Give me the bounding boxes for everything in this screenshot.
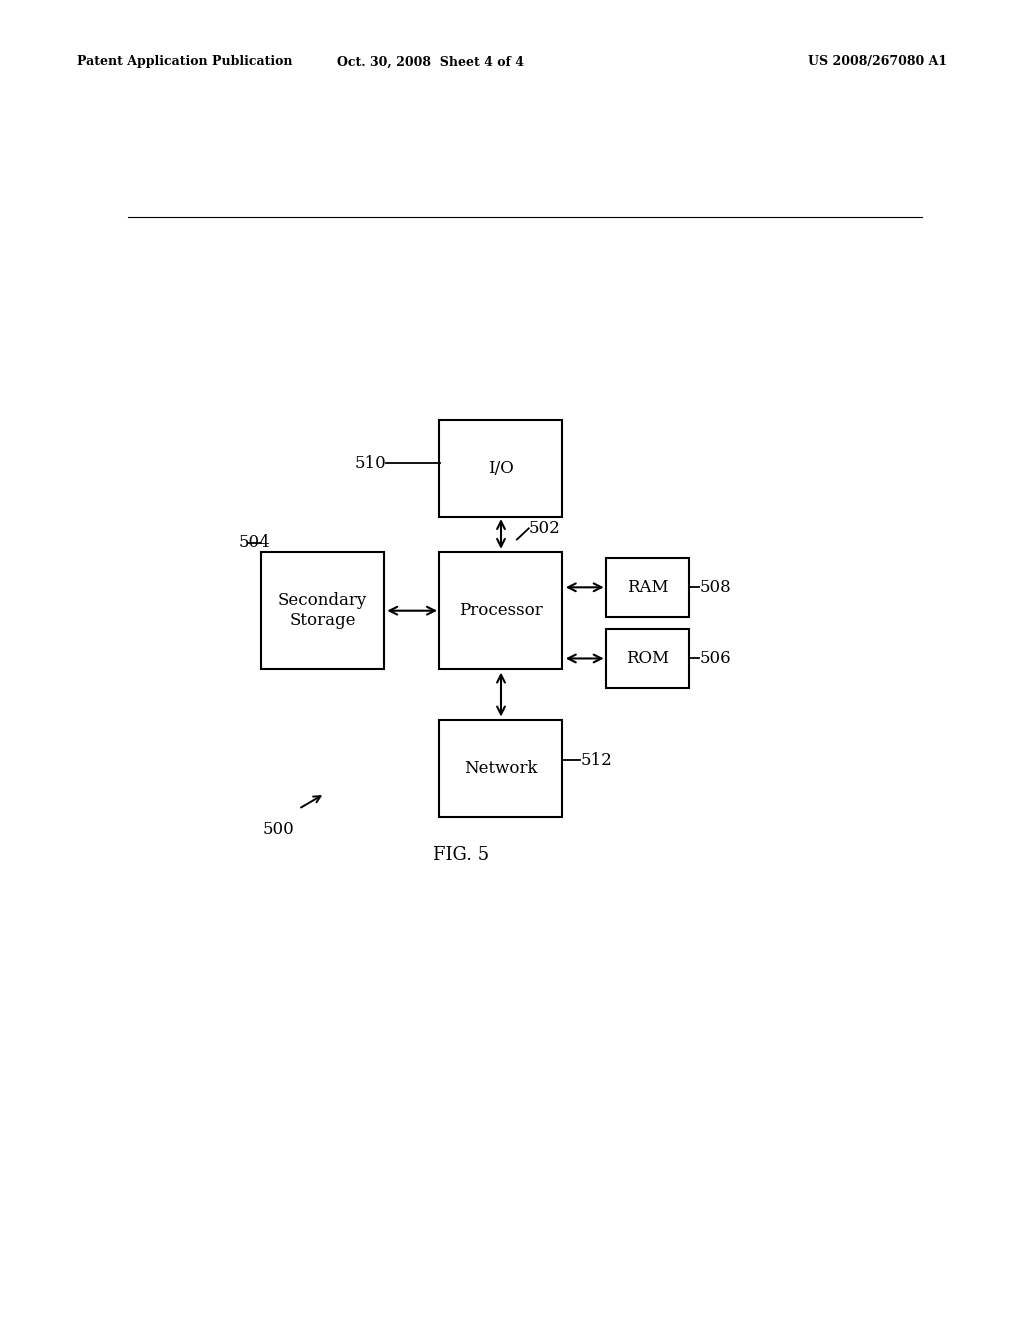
Text: I/O: I/O xyxy=(488,459,514,477)
Text: Oct. 30, 2008  Sheet 4 of 4: Oct. 30, 2008 Sheet 4 of 4 xyxy=(337,55,523,69)
Bar xyxy=(439,719,562,817)
Text: 500: 500 xyxy=(263,821,295,838)
Text: Secondary
Storage: Secondary Storage xyxy=(278,593,367,630)
Text: RAM: RAM xyxy=(627,579,669,595)
Text: 502: 502 xyxy=(528,520,560,537)
Text: Network: Network xyxy=(464,760,538,776)
Bar xyxy=(606,630,689,688)
Text: 506: 506 xyxy=(699,649,731,667)
Text: FIG. 5: FIG. 5 xyxy=(433,846,489,863)
Text: Patent Application Publication: Patent Application Publication xyxy=(77,55,292,69)
Text: ROM: ROM xyxy=(627,649,670,667)
Text: 508: 508 xyxy=(699,579,731,595)
Text: Processor: Processor xyxy=(459,602,543,619)
Text: 510: 510 xyxy=(354,455,386,471)
Bar xyxy=(439,420,562,516)
Bar xyxy=(606,558,689,616)
Text: 504: 504 xyxy=(240,535,271,550)
Text: 512: 512 xyxy=(581,751,612,768)
Text: US 2008/267080 A1: US 2008/267080 A1 xyxy=(808,55,947,69)
Bar xyxy=(439,552,562,669)
Bar xyxy=(261,552,384,669)
